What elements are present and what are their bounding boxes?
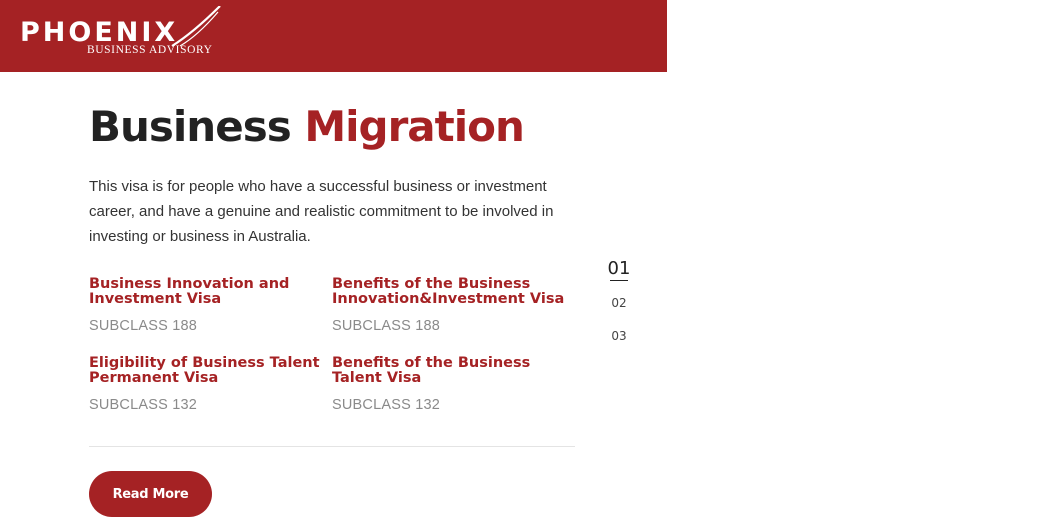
phoenix-logo[interactable]: PHOENIX BUSINESS ADVISORY: [20, 6, 221, 62]
visa-item-subclass: SUBCLASS 188: [89, 318, 197, 334]
visa-item-title[interactable]: Eligibility of Business Talent Permanent…: [89, 355, 320, 386]
visa-item-subclass: SUBCLASS 132: [89, 397, 197, 413]
read-more-button[interactable]: Read More: [89, 471, 212, 517]
visa-item-subclass: SUBCLASS 132: [332, 397, 440, 413]
logo-tagline: BUSINESS ADVISORY: [87, 44, 213, 56]
visa-item[interactable]: Business Innovation and Investment Visa …: [89, 276, 324, 335]
logo-wordmark: PHOENIX: [20, 17, 179, 48]
page-description: This visa is for people who have a succe…: [89, 178, 554, 245]
site-header: PHOENIX BUSINESS ADVISORY: [0, 0, 667, 72]
visa-item-title[interactable]: Benefits of the Business Talent Visa: [332, 355, 531, 386]
section-divider: [89, 446, 575, 447]
visa-item[interactable]: Eligibility of Business Talent Permanent…: [89, 355, 324, 414]
pager-item-01[interactable]: 01: [604, 258, 634, 281]
title-part-migration: Migration: [304, 102, 525, 151]
visa-item-title[interactable]: Benefits of the Business Innovation&Inve…: [332, 276, 565, 307]
visa-item[interactable]: Benefits of the Business Innovation&Inve…: [332, 276, 567, 335]
visa-item-subclass: SUBCLASS 188: [332, 318, 440, 334]
title-part-business: Business: [89, 102, 292, 151]
logo-swoosh-icon: [171, 6, 221, 47]
pager-item-02[interactable]: 02: [611, 296, 627, 310]
visa-item-title[interactable]: Business Innovation and Investment Visa: [89, 276, 290, 307]
visa-item[interactable]: Benefits of the Business Talent Visa SUB…: [332, 355, 567, 414]
pager-item-03[interactable]: 03: [611, 329, 627, 343]
page-title: Business Migration: [89, 100, 525, 154]
